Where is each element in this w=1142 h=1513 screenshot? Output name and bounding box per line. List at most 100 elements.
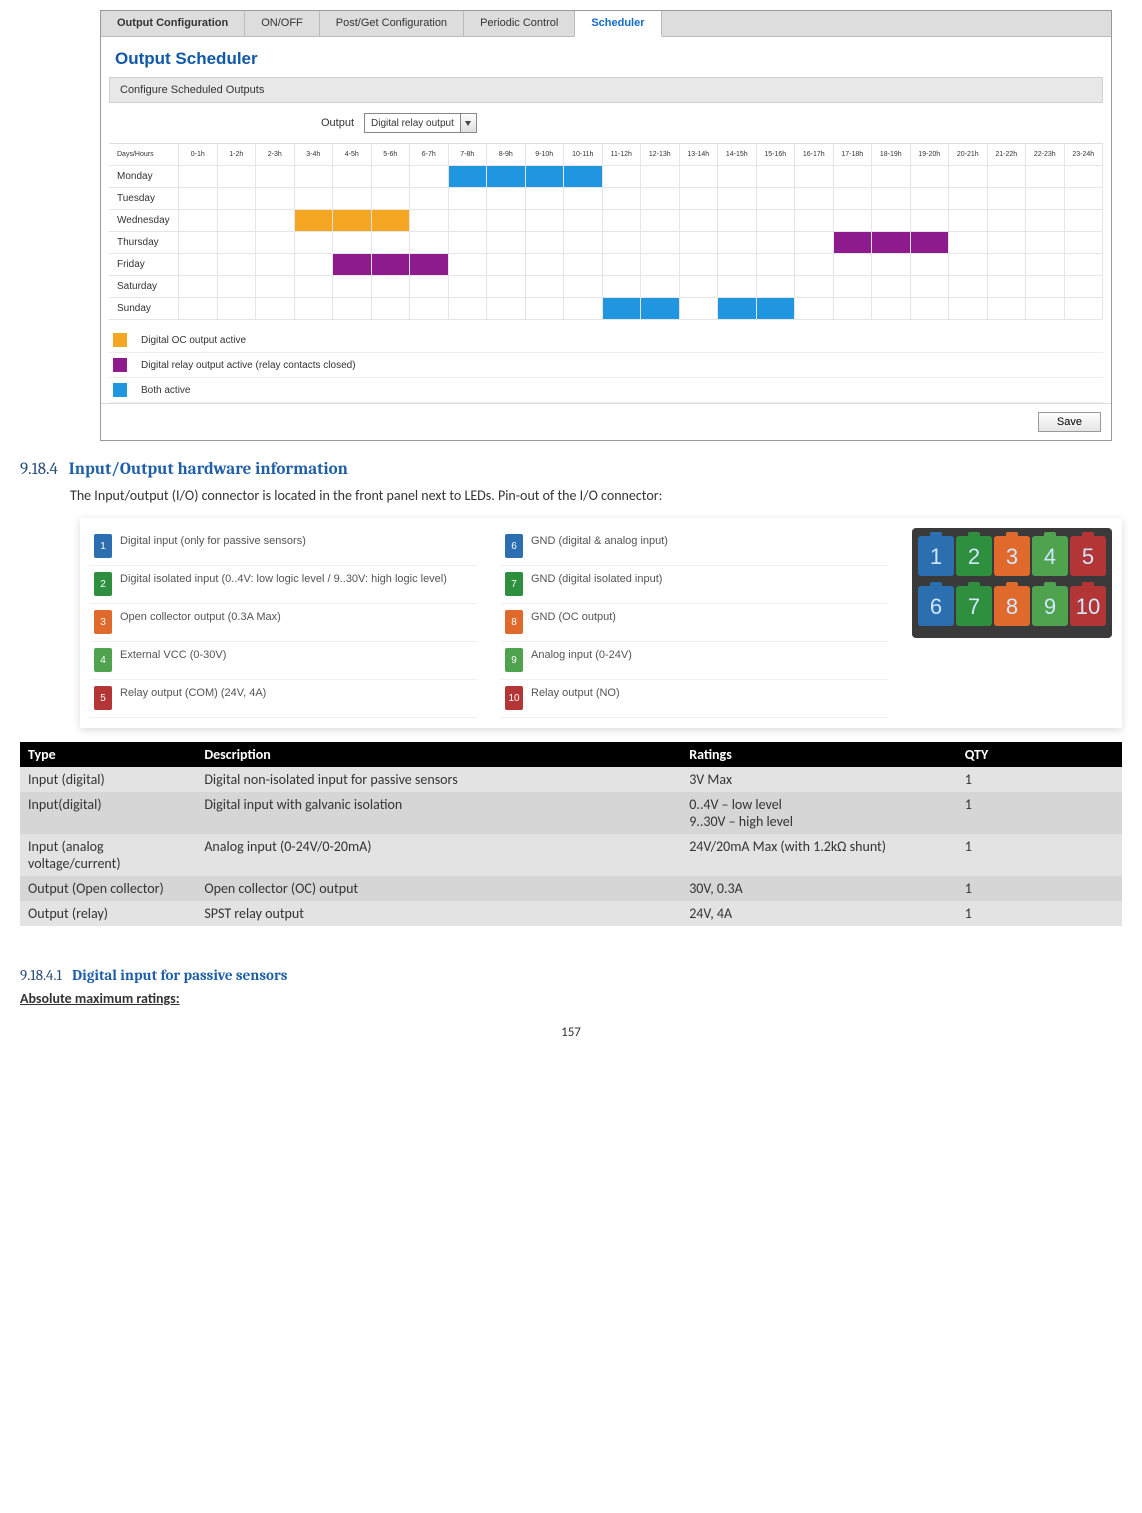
schedule-cell[interactable] <box>218 254 257 276</box>
schedule-cell[interactable] <box>1065 254 1104 276</box>
schedule-cell[interactable] <box>564 276 603 298</box>
schedule-cell[interactable] <box>834 254 873 276</box>
schedule-cell[interactable] <box>988 210 1027 232</box>
schedule-cell[interactable] <box>295 298 334 320</box>
schedule-cell[interactable] <box>949 166 988 188</box>
tab-output-configuration[interactable]: Output Configuration <box>101 11 245 36</box>
schedule-cell[interactable] <box>1065 166 1104 188</box>
schedule-cell[interactable] <box>256 254 295 276</box>
schedule-cell[interactable] <box>333 210 372 232</box>
schedule-cell[interactable] <box>603 166 642 188</box>
schedule-cell[interactable] <box>487 210 526 232</box>
schedule-cell[interactable] <box>834 188 873 210</box>
schedule-cell[interactable] <box>1065 210 1104 232</box>
schedule-cell[interactable] <box>641 298 680 320</box>
schedule-cell[interactable] <box>795 188 834 210</box>
schedule-cell[interactable] <box>718 232 757 254</box>
schedule-cell[interactable] <box>218 298 257 320</box>
schedule-cell[interactable] <box>603 276 642 298</box>
schedule-cell[interactable] <box>949 210 988 232</box>
schedule-cell[interactable] <box>295 254 334 276</box>
schedule-cell[interactable] <box>988 254 1027 276</box>
schedule-cell[interactable] <box>256 232 295 254</box>
schedule-cell[interactable] <box>218 166 257 188</box>
schedule-cell[interactable] <box>988 188 1027 210</box>
schedule-cell[interactable] <box>834 276 873 298</box>
schedule-cell[interactable] <box>295 276 334 298</box>
schedule-cell[interactable] <box>680 254 719 276</box>
schedule-cell[interactable] <box>526 232 565 254</box>
schedule-cell[interactable] <box>603 188 642 210</box>
schedule-cell[interactable] <box>372 210 411 232</box>
schedule-cell[interactable] <box>603 232 642 254</box>
schedule-cell[interactable] <box>179 254 218 276</box>
schedule-cell[interactable] <box>641 188 680 210</box>
schedule-cell[interactable] <box>256 210 295 232</box>
schedule-cell[interactable] <box>911 166 950 188</box>
schedule-cell[interactable] <box>526 254 565 276</box>
schedule-cell[interactable] <box>487 254 526 276</box>
schedule-cell[interactable] <box>1065 298 1104 320</box>
schedule-cell[interactable] <box>179 232 218 254</box>
schedule-cell[interactable] <box>372 166 411 188</box>
schedule-cell[interactable] <box>603 298 642 320</box>
schedule-cell[interactable] <box>449 298 488 320</box>
schedule-cell[interactable] <box>949 298 988 320</box>
schedule-cell[interactable] <box>333 298 372 320</box>
schedule-cell[interactable] <box>757 298 796 320</box>
schedule-cell[interactable] <box>410 276 449 298</box>
schedule-cell[interactable] <box>179 298 218 320</box>
schedule-cell[interactable] <box>372 276 411 298</box>
schedule-cell[interactable] <box>718 166 757 188</box>
save-button[interactable]: Save <box>1038 412 1101 432</box>
schedule-cell[interactable] <box>333 166 372 188</box>
schedule-cell[interactable] <box>526 276 565 298</box>
schedule-cell[interactable] <box>872 166 911 188</box>
schedule-cell[interactable] <box>564 188 603 210</box>
schedule-cell[interactable] <box>256 166 295 188</box>
schedule-cell[interactable] <box>333 254 372 276</box>
schedule-cell[interactable] <box>718 298 757 320</box>
schedule-cell[interactable] <box>372 298 411 320</box>
schedule-cell[interactable] <box>449 210 488 232</box>
schedule-cell[interactable] <box>988 298 1027 320</box>
schedule-cell[interactable] <box>757 188 796 210</box>
schedule-cell[interactable] <box>1065 188 1104 210</box>
schedule-cell[interactable] <box>449 166 488 188</box>
schedule-cell[interactable] <box>1026 210 1065 232</box>
schedule-cell[interactable] <box>1026 254 1065 276</box>
output-select[interactable]: Digital relay output <box>364 113 477 133</box>
schedule-cell[interactable] <box>641 210 680 232</box>
schedule-cell[interactable] <box>834 298 873 320</box>
schedule-cell[interactable] <box>988 276 1027 298</box>
schedule-cell[interactable] <box>872 232 911 254</box>
schedule-cell[interactable] <box>795 254 834 276</box>
schedule-cell[interactable] <box>526 166 565 188</box>
schedule-cell[interactable] <box>256 298 295 320</box>
schedule-cell[interactable] <box>179 210 218 232</box>
schedule-cell[interactable] <box>872 188 911 210</box>
schedule-cell[interactable] <box>410 210 449 232</box>
schedule-cell[interactable] <box>680 276 719 298</box>
schedule-cell[interactable] <box>911 254 950 276</box>
schedule-cell[interactable] <box>564 232 603 254</box>
tab-on-off[interactable]: ON/OFF <box>245 11 320 36</box>
tab-periodic-control[interactable]: Periodic Control <box>464 11 575 36</box>
schedule-cell[interactable] <box>949 254 988 276</box>
schedule-cell[interactable] <box>834 210 873 232</box>
schedule-cell[interactable] <box>949 188 988 210</box>
schedule-cell[interactable] <box>1026 166 1065 188</box>
schedule-cell[interactable] <box>834 232 873 254</box>
schedule-cell[interactable] <box>410 166 449 188</box>
schedule-cell[interactable] <box>641 254 680 276</box>
schedule-cell[interactable] <box>795 210 834 232</box>
schedule-cell[interactable] <box>680 188 719 210</box>
schedule-cell[interactable] <box>872 276 911 298</box>
schedule-cell[interactable] <box>295 188 334 210</box>
schedule-cell[interactable] <box>911 210 950 232</box>
schedule-cell[interactable] <box>718 188 757 210</box>
schedule-cell[interactable] <box>872 210 911 232</box>
schedule-cell[interactable] <box>680 166 719 188</box>
schedule-cell[interactable] <box>1026 188 1065 210</box>
schedule-cell[interactable] <box>795 298 834 320</box>
